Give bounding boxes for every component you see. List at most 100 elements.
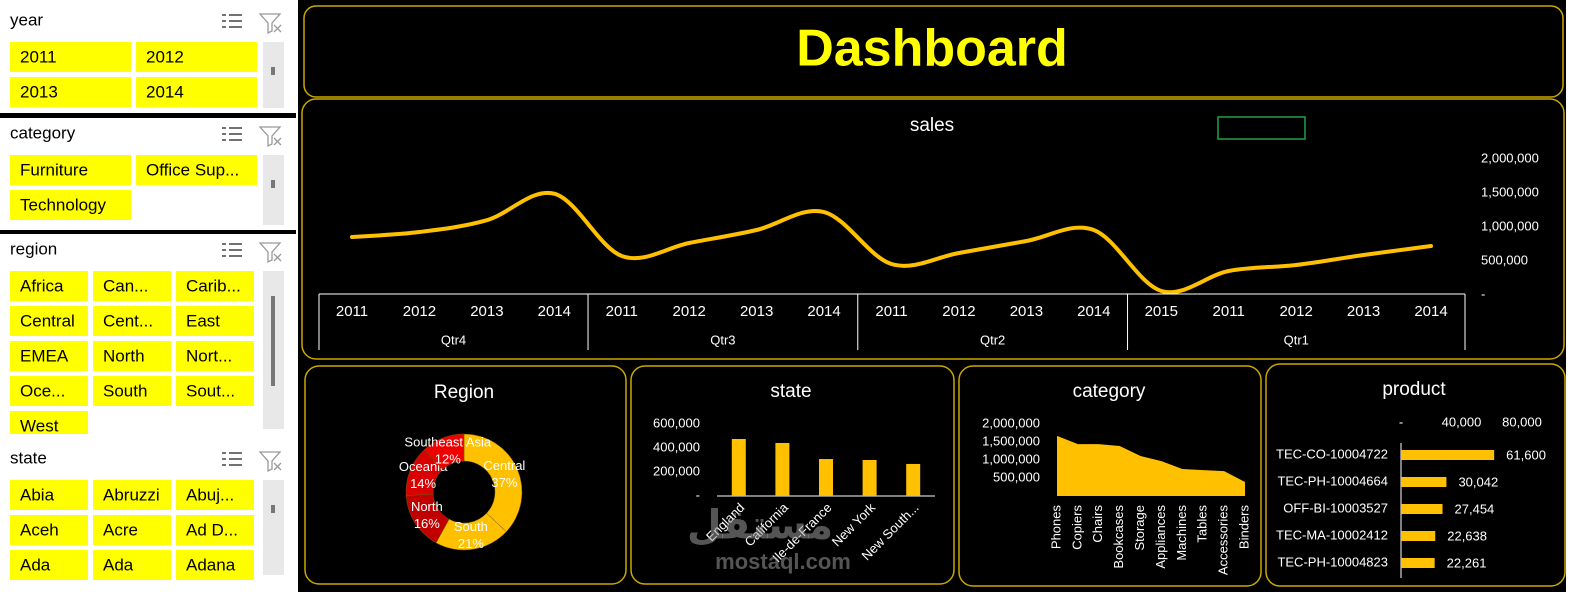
multi-select-icon[interactable] [222,127,242,141]
slicer-item[interactable]: Sout... [186,381,235,400]
slicer-button[interactable] [10,376,88,406]
chart-title: sales [910,115,954,136]
slicer-item[interactable]: Can... [103,276,148,295]
slicer-button[interactable] [93,306,171,336]
slicer-item[interactable]: 2014 [146,82,184,101]
slicer-button[interactable] [93,550,171,580]
slicer-button[interactable] [176,480,254,510]
slicer-button[interactable] [176,271,254,301]
scroll-thumb[interactable] [271,67,275,75]
value-label: 27,454 [1455,501,1495,516]
slicer-button[interactable] [10,411,88,441]
slicer-button[interactable] [93,515,171,545]
clear-filter-icon[interactable] [258,242,282,264]
slicer-item[interactable]: Office Sup... [146,160,239,179]
slicer-item[interactable]: Ad D... [186,520,238,539]
slicer-item[interactable]: 2011 [20,47,57,66]
x-tick-label: Phones [1048,505,1063,550]
slicer-item[interactable]: Acre [103,520,138,539]
y-tick-label: 2,000,000 [1481,150,1539,165]
slicer-button[interactable] [10,77,131,107]
slicer-button[interactable] [93,480,171,510]
slicer-item[interactable]: Furniture [20,160,88,179]
slicer-item[interactable]: Africa [20,276,64,295]
slicer-item[interactable]: 2013 [20,82,58,101]
slicer-button[interactable] [176,306,254,336]
slicer-button[interactable] [10,515,88,545]
slicer-title: state [10,448,47,467]
dashboard-title: Dashboard [796,20,1068,78]
x-tick-label: 40,000 [1442,414,1482,429]
slicer-button[interactable] [93,376,171,406]
clear-filter-icon[interactable] [258,13,282,35]
slicer-item[interactable]: Abuj... [186,485,234,504]
value-label: 61,600 [1506,447,1546,462]
chart-title: state [770,381,811,402]
slicer-item[interactable]: Abruzzi [103,485,160,504]
x-tick-label: 2012 [403,303,436,320]
slicer-button[interactable] [10,550,88,580]
y-tick-label: - [696,487,700,502]
multi-select-icon[interactable] [222,243,242,257]
slicer-item[interactable]: Abia [20,485,55,504]
slicer-item[interactable]: South [103,381,147,400]
slicer-item[interactable]: Adana [186,555,236,574]
slicer-item[interactable]: Central [20,311,75,330]
slicer-button[interactable] [10,341,88,371]
slicer-item[interactable]: Oce... [20,381,65,400]
slicer-button[interactable] [136,77,257,107]
slicer-button[interactable] [10,155,131,185]
slicer-item[interactable]: Ada [103,555,134,574]
multi-select-icon[interactable] [222,452,242,466]
x-tick-label: Accessories [1216,505,1231,576]
slicer-item[interactable]: EMEA [20,346,69,365]
slicer-button[interactable] [176,515,254,545]
slicer-title: year [10,10,43,29]
slicer-item[interactable]: Aceh [20,520,59,539]
clear-filter-icon[interactable] [258,451,282,473]
slicer-button[interactable] [10,42,131,72]
slicer-title: region [10,239,57,258]
slicer-item[interactable]: Nort... [186,346,232,365]
x-tick-label: 2015 [1145,303,1178,320]
bar [775,442,790,496]
x-tick-label: 2011 [875,303,907,320]
slicer-item[interactable]: North [103,346,145,365]
scroll-thumb[interactable] [271,296,275,386]
slicer-button[interactable] [136,42,257,72]
x-tick-label: 2012 [673,303,706,320]
scroll-thumb[interactable] [271,505,275,513]
bar [731,439,746,496]
slicer-item[interactable]: Carib... [186,276,241,295]
slice-label: South [454,519,488,534]
group-label: Qtr3 [710,332,735,347]
x-tick-label: 2013 [470,303,503,320]
slicer-item[interactable]: Cent... [103,311,153,330]
slicer-button[interactable] [136,155,257,185]
slicer-item[interactable]: West [20,416,59,435]
slicer-item[interactable]: 2012 [146,47,184,66]
clear-filter-icon[interactable] [258,126,282,148]
x-tick-label: 2013 [740,303,773,320]
group-label: Qtr4 [441,332,466,347]
scrollbar [263,480,284,575]
watermark: مستقل [687,504,833,548]
slicer-item[interactable]: East [186,311,220,330]
slicer-button[interactable] [176,550,254,580]
x-tick-label: - [1399,414,1403,429]
slicer-button[interactable] [10,306,88,336]
slicer-button[interactable] [176,341,254,371]
slicer-button[interactable] [10,271,88,301]
slicer-button[interactable] [10,480,88,510]
slicer-button[interactable] [93,341,171,371]
slicer-button[interactable] [176,376,254,406]
slicer-item[interactable]: Ada [20,555,51,574]
y-tick-label: 1,500,000 [1481,184,1539,199]
slicer-button[interactable] [93,271,171,301]
watermark: mostaql.com [715,549,851,574]
scroll-thumb[interactable] [271,180,275,188]
slicer-button[interactable] [10,190,131,220]
multi-select-icon[interactable] [222,14,242,28]
bar [1401,477,1447,487]
slicer-item[interactable]: Technology [20,195,107,214]
